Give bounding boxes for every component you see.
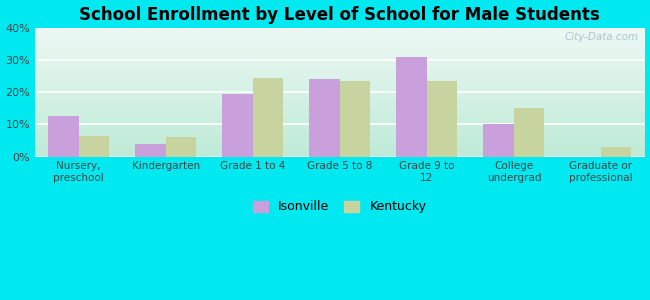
Bar: [79, 136, 109, 157]
Bar: [514, 108, 544, 157]
Bar: [135, 144, 166, 157]
Text: City-Data.com: City-Data.com: [564, 32, 638, 42]
Bar: [427, 81, 458, 157]
Bar: [601, 147, 631, 157]
Title: School Enrollment by Level of School for Male Students: School Enrollment by Level of School for…: [79, 6, 600, 24]
Bar: [253, 78, 283, 157]
Bar: [484, 124, 514, 157]
Bar: [396, 57, 427, 157]
Legend: Isonville, Kentucky: Isonville, Kentucky: [250, 197, 430, 217]
Bar: [166, 137, 196, 157]
Bar: [48, 116, 79, 157]
Bar: [309, 80, 340, 157]
Bar: [222, 94, 253, 157]
Bar: [340, 81, 370, 157]
